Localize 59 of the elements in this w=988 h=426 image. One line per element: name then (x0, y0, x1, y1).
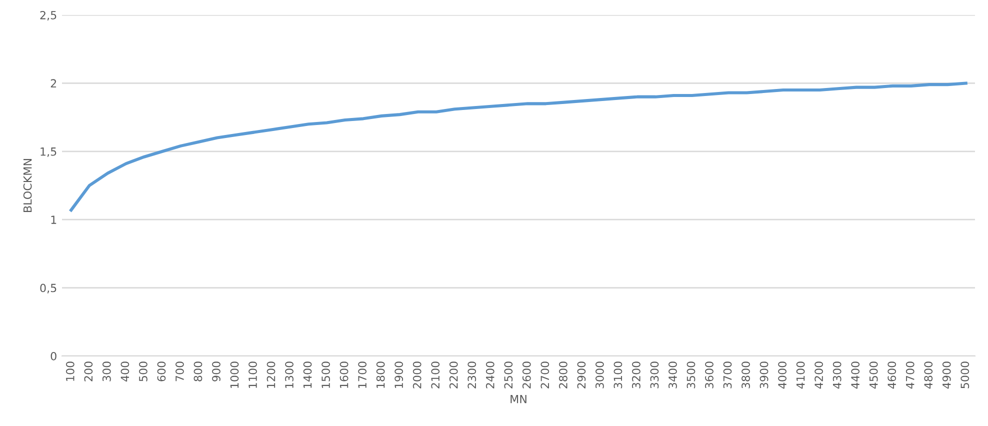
x-tick-label: 4200 (814, 362, 824, 389)
x-tick-label: 1200 (266, 362, 276, 388)
x-tick-label: 2600 (522, 362, 531, 388)
x-tick-label: 1100 (248, 362, 257, 388)
x-tick-label: 2200 (449, 362, 458, 388)
y-axis-title: BLOCKMN (23, 159, 32, 212)
x-tick-label: 800 (194, 362, 202, 382)
x-tick-label: 400 (120, 362, 130, 382)
x-tick-label: 1700 (358, 362, 367, 388)
x-tick-label: 2300 (468, 362, 476, 388)
x-tick-label: 4400 (851, 362, 860, 389)
y-tick-label: 1,5 (40, 148, 56, 157)
x-tick-label: 900 (212, 362, 220, 382)
x-tick-label: 2800 (558, 362, 568, 388)
x-tick-label: 4300 (832, 362, 842, 389)
x-tick-label: 100 (66, 362, 74, 381)
x-tick-label: 4100 (796, 362, 805, 389)
x-tick-label: 2000 (412, 362, 422, 388)
x-tick-label: 3400 (668, 362, 677, 388)
x-tick-label: 700 (176, 362, 184, 382)
x-tick-label: 3500 (686, 362, 696, 388)
x-axis-title: MN (510, 395, 526, 404)
x-tick-label: 1400 (303, 362, 312, 388)
x-tick-label: 4000 (778, 362, 786, 389)
x-tick-label: 4700 (906, 362, 914, 389)
y-tick-label: 2 (50, 79, 56, 88)
x-tick-label: 200 (84, 362, 93, 382)
x-tick-label: 3600 (705, 362, 714, 388)
x-tick-label: 4600 (888, 362, 896, 389)
x-tick-label: 3700 (723, 362, 732, 388)
x-tick-label: 1800 (376, 362, 385, 388)
x-tick-label: 3900 (760, 362, 768, 388)
x-tick-label: 3100 (614, 362, 622, 388)
x-tick-label: 2400 (486, 362, 494, 388)
x-tick-label: 2500 (504, 362, 513, 388)
x-tick-label: 3200 (632, 362, 640, 388)
x-tick-label: 5000 (960, 362, 970, 388)
x-tick-label: 2100 (431, 362, 440, 388)
x-tick-label: 1300 (285, 362, 294, 388)
x-tick-label: 2900 (577, 362, 586, 388)
x-tick-label: 4800 (924, 362, 933, 389)
x-tick-label: 600 (157, 362, 166, 382)
y-tick-label: 0 (50, 352, 56, 360)
y-tick-label: 2,5 (40, 10, 56, 21)
y-tick-label: 0,5 (40, 284, 56, 294)
x-tick-label: 2700 (540, 362, 550, 388)
x-tick-label: 1600 (340, 362, 348, 388)
line-series (70, 82, 968, 212)
x-tick-label: 3000 (595, 362, 604, 388)
x-tick-label: 3800 (742, 362, 750, 388)
x-tick-label: 4500 (869, 362, 878, 389)
y-tick-label: 1 (51, 216, 56, 224)
x-tick-label: 1500 (322, 362, 330, 388)
x-tick-label: 300 (102, 362, 111, 382)
x-tick-label: 4900 (942, 362, 951, 389)
x-tick-label: 1900 (394, 362, 404, 388)
x-tick-label: 500 (138, 362, 148, 382)
x-tick-label: 3300 (650, 362, 659, 388)
x-tick-label: 1000 (230, 362, 239, 388)
